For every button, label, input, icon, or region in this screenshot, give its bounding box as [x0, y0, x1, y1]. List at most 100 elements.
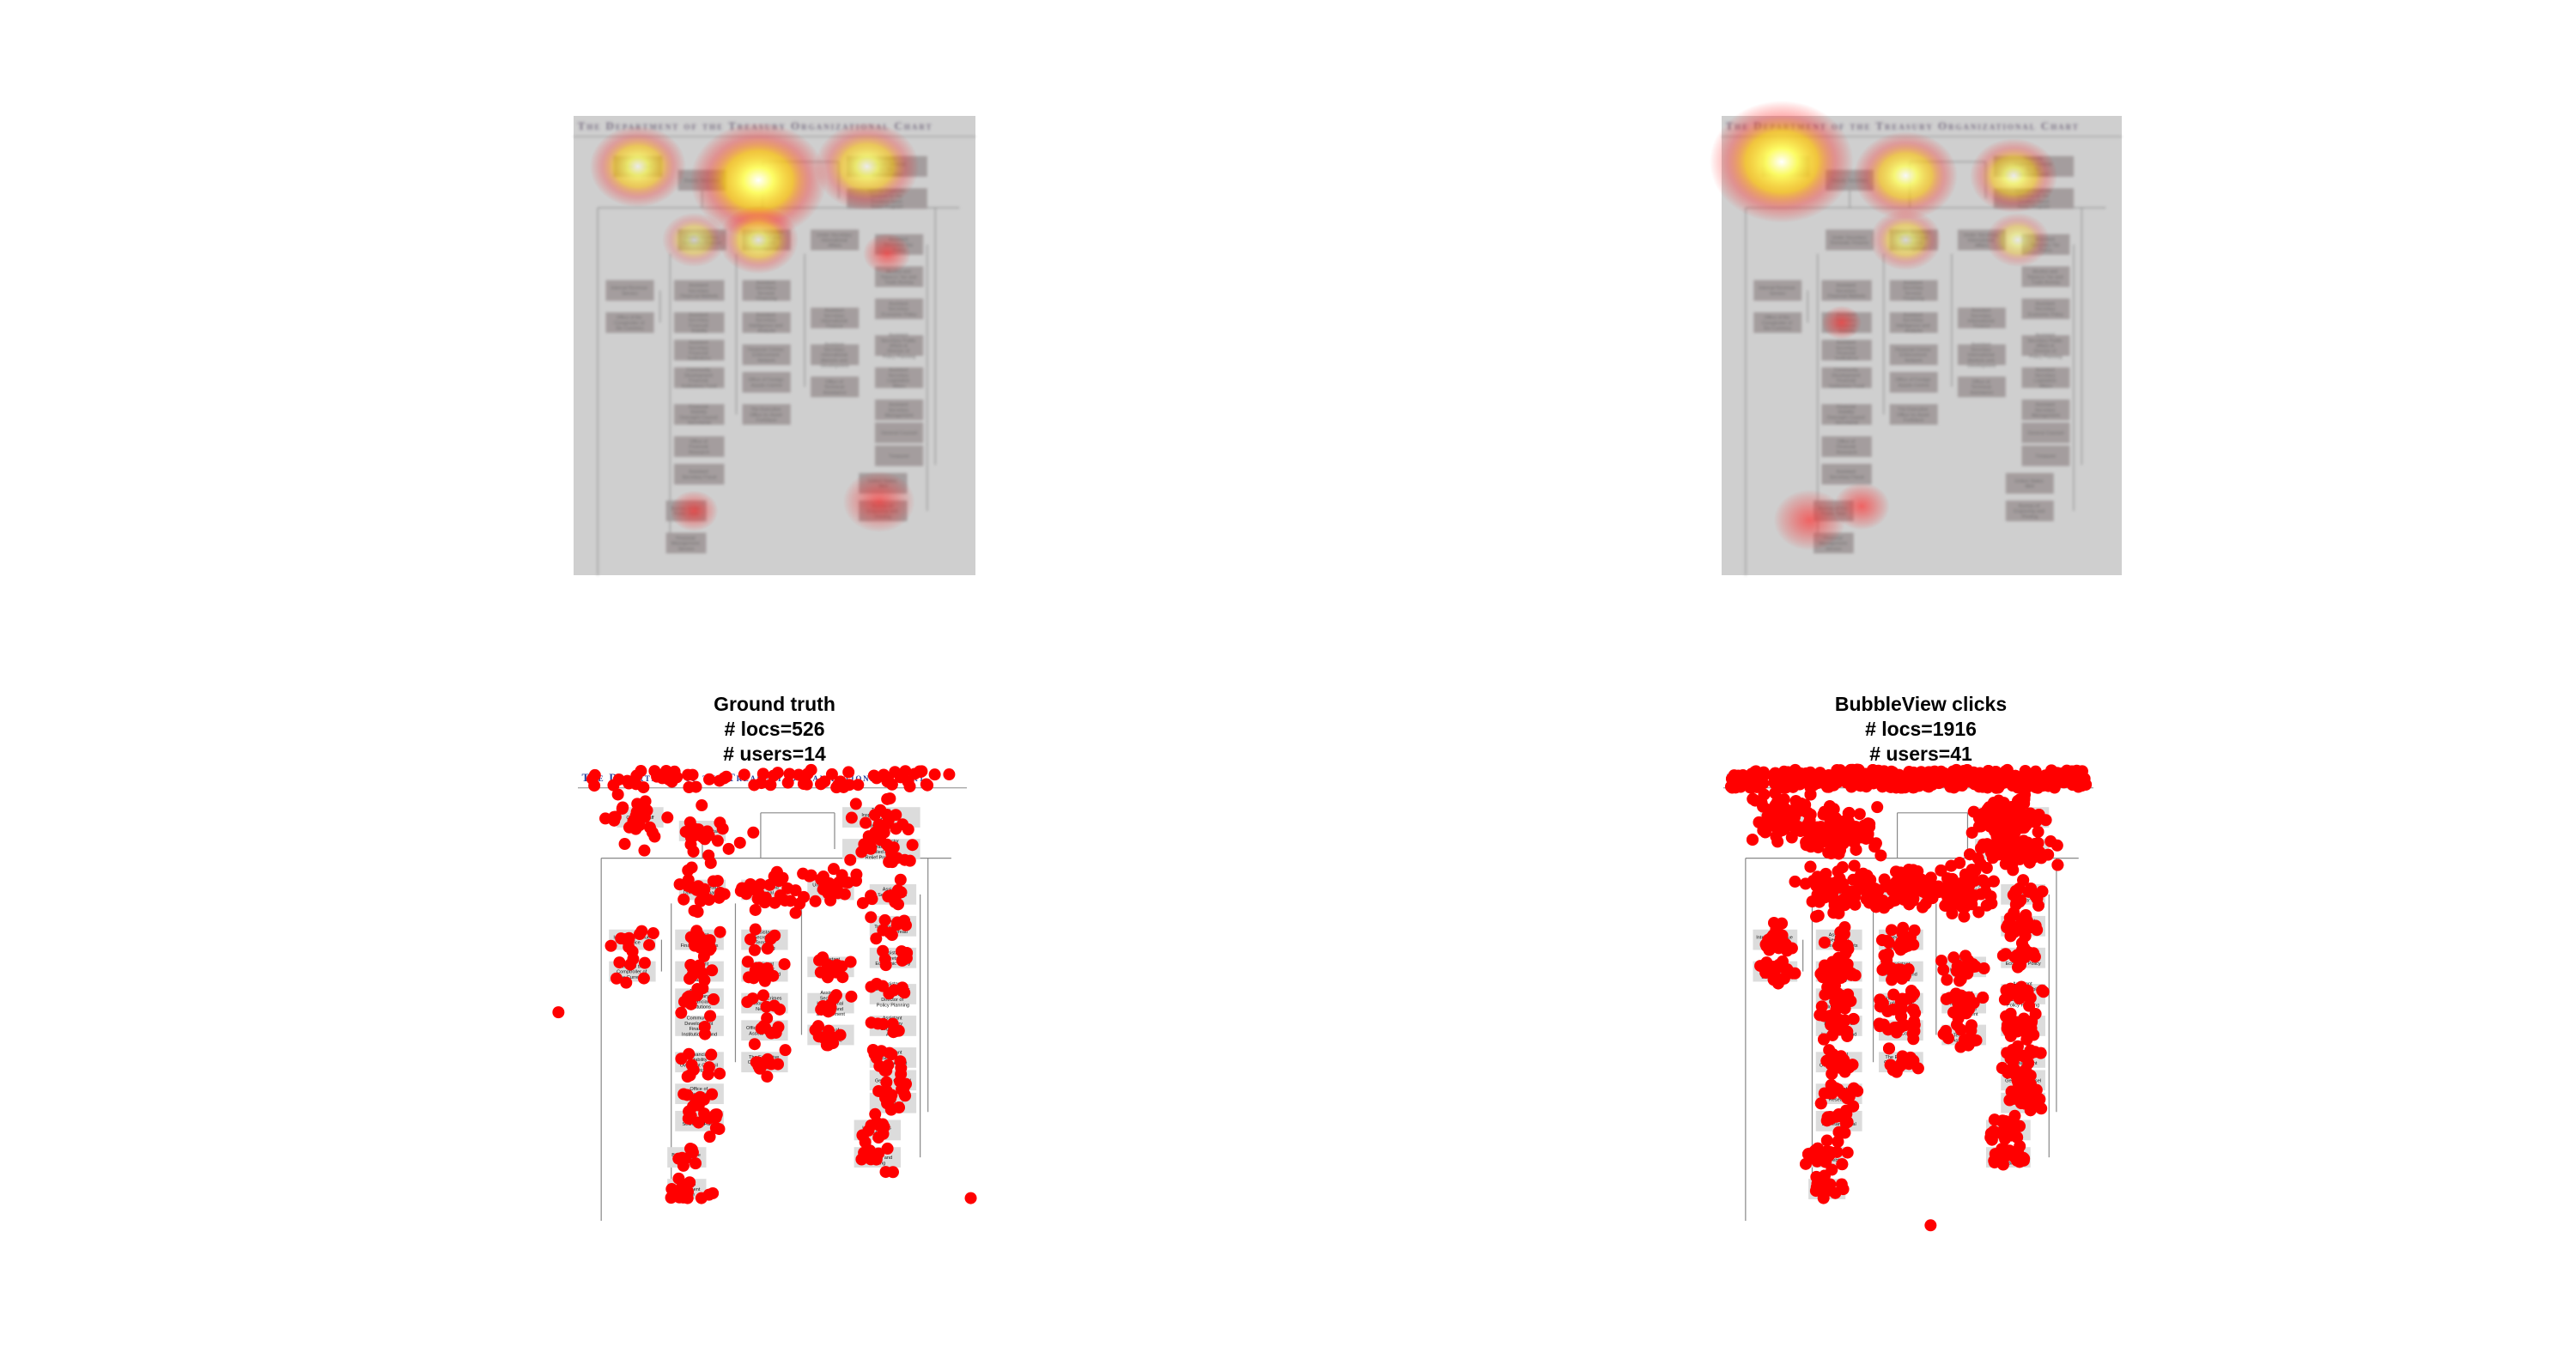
- click-dot: [801, 767, 814, 780]
- click-dot: [673, 1188, 686, 1201]
- click-panel: The Department of the Treasury Organizat…: [1723, 693, 2093, 1232]
- click-dot: [1831, 764, 1844, 777]
- click-dot: [1885, 924, 1898, 937]
- heat-spot: [589, 125, 687, 208]
- org-box-label: Office of Technical Assistance: [823, 379, 847, 395]
- click-dot: [746, 992, 759, 1005]
- click-dot: [835, 869, 848, 882]
- org-box: [2021, 399, 2070, 421]
- click-dot: [891, 898, 904, 911]
- click-dot: [1832, 1083, 1844, 1095]
- heat-spot: [1869, 209, 1942, 271]
- click-dot: [1977, 992, 1990, 1004]
- org-box-label: Internal Revenue Service: [611, 286, 648, 296]
- click-dot: [1959, 949, 1971, 962]
- org-box-label: Alcohol and Tobacco Tax and Trade Bureau: [880, 270, 917, 285]
- click-dot: [1850, 843, 1862, 856]
- click-dot: [1841, 1116, 1854, 1129]
- click-dot: [812, 1030, 825, 1043]
- click-dot: [2003, 810, 2016, 822]
- click-dot: [1974, 858, 1987, 871]
- org-box: [674, 403, 725, 425]
- org-box: [2021, 335, 2070, 356]
- click-dot: [1804, 840, 1817, 853]
- click-dot: [822, 1039, 835, 1052]
- click-dot: [702, 829, 715, 842]
- click-dot: [885, 929, 898, 942]
- click-dot: [1827, 971, 1840, 984]
- click-dot: [675, 1006, 688, 1019]
- click-dot: [1782, 780, 1795, 792]
- click-dot: [2011, 781, 2024, 794]
- org-box: [1889, 344, 1938, 366]
- click-dot: [855, 1153, 868, 1166]
- org-box-label: Assistant Secretary Management: [885, 403, 914, 418]
- org-box: [2021, 266, 2070, 288]
- click-dot: [1939, 899, 1952, 912]
- click-dot: [1769, 786, 1782, 799]
- org-box-label: Assistant Secretary Economic Policy: [882, 302, 917, 318]
- click-dot: [705, 1048, 718, 1061]
- click-dot: [855, 846, 868, 858]
- click-dot: [1935, 864, 1947, 877]
- click-dot: [638, 956, 651, 969]
- click-dot: [1966, 961, 1979, 974]
- org-box: [2021, 422, 2070, 444]
- org-box-label: Under Secretary International Affairs: [817, 233, 853, 248]
- org-box: [674, 280, 725, 301]
- click-dot: [878, 913, 891, 926]
- click-dot: [2023, 1091, 2036, 1104]
- org-box-label: Office of Financial Research: [1837, 440, 1857, 455]
- click-dot: [683, 1069, 696, 1082]
- org-box-label: Financial Management Service: [671, 536, 701, 551]
- click-dot: [1878, 899, 1891, 912]
- click-dot: [761, 962, 774, 974]
- click-dot: [1937, 963, 1950, 976]
- click-dot: [842, 766, 855, 779]
- click-dot: [825, 767, 838, 780]
- click-dot: [1964, 848, 1977, 861]
- click-dot: [878, 953, 891, 966]
- click-dot: [618, 838, 631, 851]
- click-dot: [1988, 1113, 2001, 1126]
- click-dot: [698, 1107, 711, 1120]
- click-dot: [748, 1038, 761, 1051]
- heat-spot: [1853, 131, 1958, 221]
- click-dot: [764, 779, 777, 792]
- click-dot: [1978, 962, 1990, 975]
- click-dot: [686, 969, 699, 982]
- click-dot: [749, 903, 762, 916]
- org-box: [1821, 436, 1872, 458]
- click-dot: [1895, 1003, 1908, 1016]
- click-dot: [713, 891, 726, 904]
- click-dot: [1832, 865, 1844, 878]
- click-dot: [617, 801, 629, 814]
- click-dot: [1828, 899, 1841, 912]
- click-dot: [1771, 835, 1784, 848]
- click-dot: [634, 928, 647, 941]
- click-dot: [1987, 777, 2000, 790]
- click-dot: [761, 942, 774, 955]
- click-dot: [643, 938, 656, 951]
- click-dot: [1880, 954, 1893, 967]
- click-dot: [863, 1144, 876, 1157]
- click-dot: [1818, 1010, 1831, 1022]
- click-dot: [1867, 763, 1880, 776]
- org-box-label: Assistant Secretary International Financ…: [821, 308, 848, 330]
- click-dot: [698, 974, 711, 986]
- click-dot: [692, 938, 705, 951]
- click-dot: [1803, 814, 1816, 827]
- click-dot: [651, 770, 664, 783]
- org-box: [674, 339, 725, 361]
- click-dot: [1860, 884, 1873, 897]
- click-dot: [690, 780, 702, 793]
- click-dot: [860, 816, 872, 829]
- click-dot: [2006, 1047, 2019, 1060]
- click-dot: [2031, 892, 2044, 905]
- click-dot: [898, 986, 911, 999]
- click-dot: [1901, 992, 1914, 1005]
- click-dot: [849, 798, 862, 810]
- click-dot: [741, 956, 754, 968]
- click-dot: [1971, 778, 1984, 791]
